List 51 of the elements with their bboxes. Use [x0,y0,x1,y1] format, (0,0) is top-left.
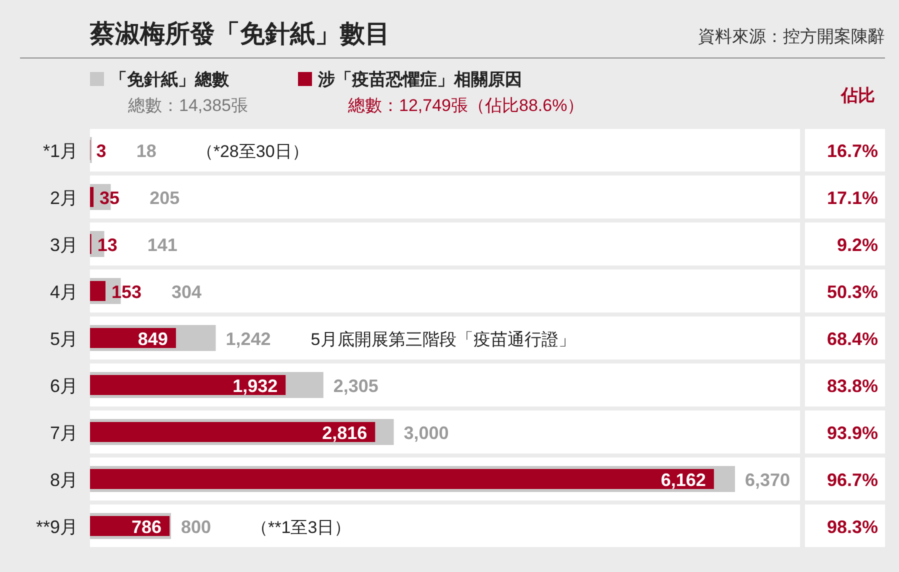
text: 總數：12,749張（佔比88.6%） [347,96,584,115]
text: 17.1% [826,188,878,208]
bar [90,187,94,207]
text: 83.8% [826,376,878,396]
bar [90,422,376,442]
text: 96.7% [826,470,878,490]
y-tick-label: 2月 [50,188,78,208]
text: 50.3% [826,282,878,302]
y-tick-label: *1月 [42,141,78,161]
data-label: 1,932 [232,376,278,396]
data-label: 13 [97,235,118,255]
y-tick-label: **9月 [36,517,78,537]
bar [90,281,106,301]
data-label: 6,370 [745,470,790,490]
data-label: 141 [147,235,178,255]
data-label: 35 [100,188,120,208]
text: 9.2% [836,235,878,255]
data-label: 153 [111,282,142,302]
data-label: 6,162 [660,470,706,490]
legend-label: 「免針紙」總數 [110,70,230,89]
data-label: 304 [172,282,202,302]
source-note: 資料來源：控方開案陳辭 [698,27,885,46]
y-tick-label: 5月 [50,329,78,349]
data-label: 3,000 [404,423,449,443]
y-tick-label: 7月 [50,423,78,443]
data-label: 3 [96,141,106,161]
annotation: （*28至30日） [196,142,309,161]
annotation: （**1至3日） [251,518,352,537]
data-label: 2,816 [322,423,368,443]
y-tick-label: 8月 [50,470,78,490]
text: 98.3% [826,517,878,537]
bar [90,375,286,395]
text: 93.9% [826,423,878,443]
text: 16.7% [826,141,878,161]
text: 總數：14,385張 [127,96,248,115]
data-label: 786 [132,517,162,537]
data-label: 18 [136,141,156,161]
data-label: 800 [181,517,212,537]
y-tick-label: 3月 [50,235,78,255]
chart-title: 蔡淑梅所發「免針紙」數目 [89,20,390,48]
data-label: 849 [138,329,168,349]
y-tick-label: 6月 [50,376,78,396]
data-label: 2,305 [333,376,378,396]
annotation: 5月底開展第三階段「疫苗通行證」 [310,330,576,349]
legend-label: 涉「疫苗恐懼症」相關原因 [317,70,522,89]
bar [90,469,714,489]
text: 佔比 [840,86,875,105]
data-label: 1,242 [226,329,271,349]
text: 68.4% [826,329,878,349]
y-tick-label: 4月 [50,282,78,302]
data-label: 205 [150,188,180,208]
